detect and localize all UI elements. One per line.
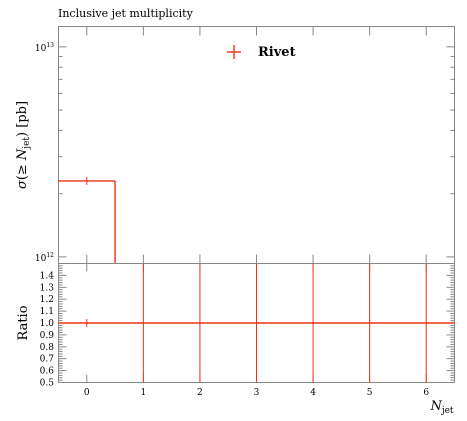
- chart-title: Inclusive jet multiplicity: [58, 7, 194, 20]
- ratio-y-tick-label: 0.5: [40, 379, 55, 389]
- ratio-series-rivet: [58, 263, 455, 383]
- x-axis-label: Njet: [429, 399, 453, 416]
- main-y-axis-label: σ(≥ Njet) [pb]: [15, 101, 32, 189]
- ratio-x-tick-label: 2: [197, 388, 203, 398]
- ratio-x-tick-label: 1: [140, 388, 146, 398]
- main-plot-frame: [58, 26, 455, 264]
- ratio-x-tick-label: 5: [367, 388, 373, 398]
- main-y-tick-label: 1013: [35, 42, 54, 54]
- main-y-tick-labels: 1012 1013: [35, 42, 54, 264]
- ratio-y-tick-label: 1.1: [40, 307, 54, 317]
- ratio-y-tick-label: 1.4: [40, 271, 55, 281]
- ratio-x-tick-label: 4: [310, 388, 316, 398]
- ratio-y-tick-label: 0.9: [40, 331, 55, 341]
- ratio-y-tick-labels: 0.5 0.6 0.7 0.8 0.9 1.0 1.1 1.2 1.3 1.4: [40, 271, 55, 388]
- ratio-y-ticks: [58, 263, 455, 383]
- main-y-ticks: [58, 46, 455, 258]
- ratio-y-tick-label: 1.0: [40, 319, 55, 329]
- legend-marker-rivet: [227, 45, 241, 59]
- ratio-x-tick-labels: 0 1 2 3 4 5 6: [84, 388, 429, 398]
- ratio-x-tick-label: 3: [254, 388, 260, 398]
- ratio-y-tick-label: 0.7: [40, 355, 55, 365]
- ratio-x-tick-label: 0: [84, 388, 90, 398]
- ratio-y-tick-label: 1.2: [40, 295, 54, 305]
- main-y-tick-label: 1012: [35, 252, 54, 264]
- ratio-y-axis-label: Ratio: [16, 305, 31, 340]
- main-x-ticks: [86, 26, 427, 264]
- ratio-y-tick-label: 0.6: [40, 367, 55, 377]
- legend: Rivet: [227, 45, 296, 60]
- ratio-y-tick-label: 0.8: [40, 343, 55, 353]
- ratio-x-tick-label: 6: [423, 388, 429, 398]
- main-series-rivet: [58, 176, 116, 264]
- legend-label-rivet: Rivet: [258, 45, 296, 60]
- ratio-y-tick-label: 1.3: [40, 283, 55, 293]
